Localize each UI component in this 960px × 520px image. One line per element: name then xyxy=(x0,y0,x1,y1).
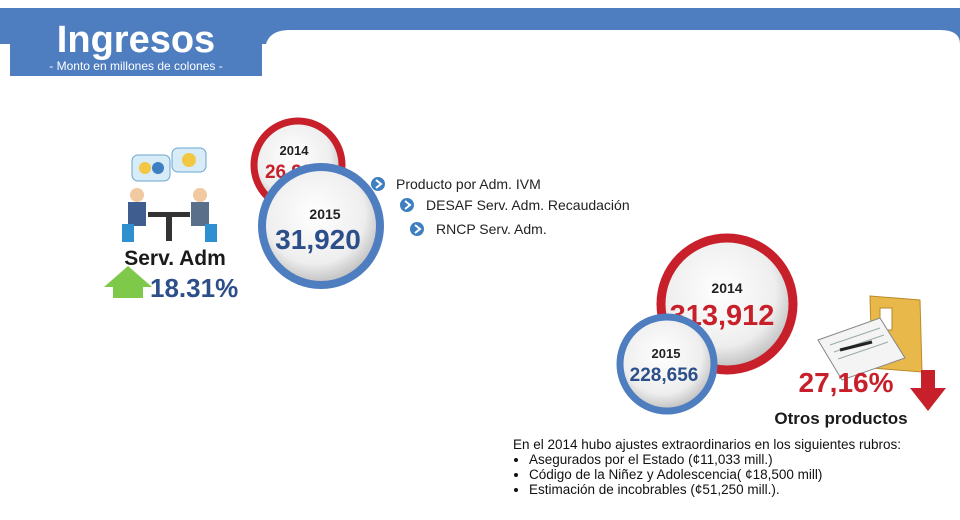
slide: Ingresos - Monto en millones de colones … xyxy=(0,0,960,520)
down-arrow xyxy=(910,370,946,411)
year: 2015 xyxy=(652,346,681,361)
note-list: Asegurados por el Estado (¢11,033 mill.)… xyxy=(513,452,953,497)
title: Ingresos xyxy=(57,19,215,61)
year: 2014 xyxy=(711,280,742,296)
group-label: Otros productos xyxy=(774,409,907,428)
note-item: Estimación de incobrables (¢51,250 mill.… xyxy=(529,482,953,497)
change: 27,16% xyxy=(799,367,894,398)
meeting-icon xyxy=(122,148,217,242)
change: 18.31% xyxy=(150,273,238,303)
circle-2015 xyxy=(620,317,714,411)
group-label: Serv. Adm xyxy=(124,247,226,270)
item: Producto por Adm. IVM xyxy=(396,176,541,192)
year: 2014 xyxy=(280,143,310,158)
note-text: En el 2014 hubo ajustes extraordinarios … xyxy=(513,437,953,452)
note-item: Asegurados por el Estado (¢11,033 mill.) xyxy=(529,452,953,467)
value: 228,656 xyxy=(630,365,699,386)
item: RNCP Serv. Adm. xyxy=(436,221,547,237)
year: 2015 xyxy=(309,206,340,222)
note: En el 2014 hubo ajustes extraordinarios … xyxy=(513,437,953,497)
up-arrow xyxy=(104,266,152,298)
subtitle: - Monto en millones de colones - xyxy=(49,59,222,73)
note-item: Código de la Niñez y Adolescencia( ¢18,5… xyxy=(529,467,953,482)
value: 31,920 xyxy=(275,224,361,255)
item: DESAF Serv. Adm. Recaudación xyxy=(426,197,630,213)
header-tab xyxy=(265,30,960,76)
